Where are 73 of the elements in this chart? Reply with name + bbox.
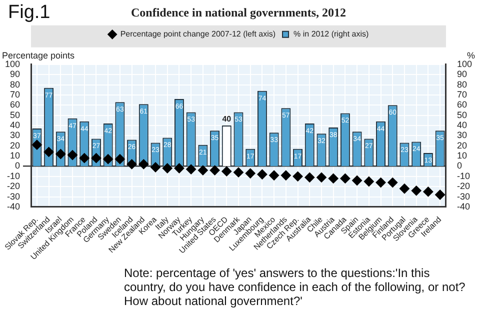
point <box>44 146 54 157</box>
point <box>222 166 232 176</box>
point <box>376 178 386 188</box>
point <box>435 190 446 200</box>
point <box>114 154 125 164</box>
y2-tick-label: -10 <box>456 170 470 181</box>
y2-tick-label: 70 <box>456 89 467 100</box>
y-tick-label: 40 <box>10 120 20 130</box>
point <box>364 176 374 187</box>
point <box>257 169 268 180</box>
y2-tick-label: 90 <box>456 69 467 80</box>
y2-tick-label: -20 <box>456 181 470 192</box>
y2-tick-label: 20 <box>456 140 467 150</box>
point <box>126 159 137 170</box>
point <box>304 172 315 182</box>
y-tick-label: 70 <box>10 89 20 100</box>
legend-label: Percentage point change 2007-12 (left axis) <box>120 30 276 39</box>
legend-label: % in 2012 (right axis) <box>294 30 370 39</box>
point <box>234 167 244 178</box>
y-tick-label: 20 <box>10 140 20 150</box>
y-tick-label: 10 <box>10 150 20 161</box>
y2-tick-label: -30 <box>456 191 470 202</box>
point <box>411 186 422 196</box>
y-tick-label: 80 <box>10 79 20 90</box>
y2-tick-label: 100 <box>456 58 472 69</box>
point <box>79 153 90 164</box>
y-tick-label: 50 <box>10 110 20 120</box>
point <box>245 168 256 178</box>
point <box>68 150 78 160</box>
point <box>174 163 184 174</box>
point <box>91 153 102 164</box>
y-tick-label: 60 <box>10 100 20 110</box>
y-tick-label: 100 <box>4 58 20 69</box>
point <box>138 159 149 170</box>
text: Note: percentage of 'yes' answers to the questions:'In this country, do you have confidence in each of the following, or not? How about national government?' <box>124 266 466 308</box>
y2-axis-title: % <box>466 50 475 60</box>
y2-tick-label: 30 <box>456 130 467 140</box>
y2-tick-label: 60 <box>456 100 467 110</box>
point <box>292 171 303 182</box>
y2-tick-label: 40 <box>456 120 467 130</box>
point <box>162 163 172 174</box>
point <box>388 178 398 188</box>
y-tick-label: -20 <box>7 181 20 192</box>
point <box>280 170 291 180</box>
point <box>269 170 280 180</box>
y2-tick-label: -40 <box>456 201 470 212</box>
y-axis-title: Percentage points <box>2 50 76 60</box>
y-tick-label: 90 <box>10 69 20 80</box>
chart-title: Confidence in national governments, 2012 <box>130 5 346 20</box>
point <box>103 154 114 164</box>
point <box>399 184 410 194</box>
y-tick-label: -40 <box>7 201 20 212</box>
point <box>186 164 196 174</box>
point <box>32 140 42 150</box>
y2-tick-label: 10 <box>456 150 467 161</box>
point <box>150 162 161 172</box>
point <box>352 175 362 186</box>
y-tick-label: 0 <box>15 160 20 171</box>
point <box>210 165 220 176</box>
data-label: 40 <box>222 114 232 124</box>
y-tick-label: -30 <box>7 191 20 202</box>
y2-tick-label: 50 <box>456 110 467 120</box>
y2-tick-label: 80 <box>456 79 467 90</box>
y-tick-label: -10 <box>7 170 20 181</box>
caption: Fig.1 <box>8 2 50 24</box>
point <box>340 173 350 184</box>
y2-tick-label: 0 <box>456 160 462 171</box>
point <box>56 149 66 160</box>
point <box>328 173 338 184</box>
point <box>423 186 434 197</box>
point <box>316 172 326 182</box>
y-tick-label: 30 <box>10 130 20 140</box>
point <box>198 165 208 176</box>
